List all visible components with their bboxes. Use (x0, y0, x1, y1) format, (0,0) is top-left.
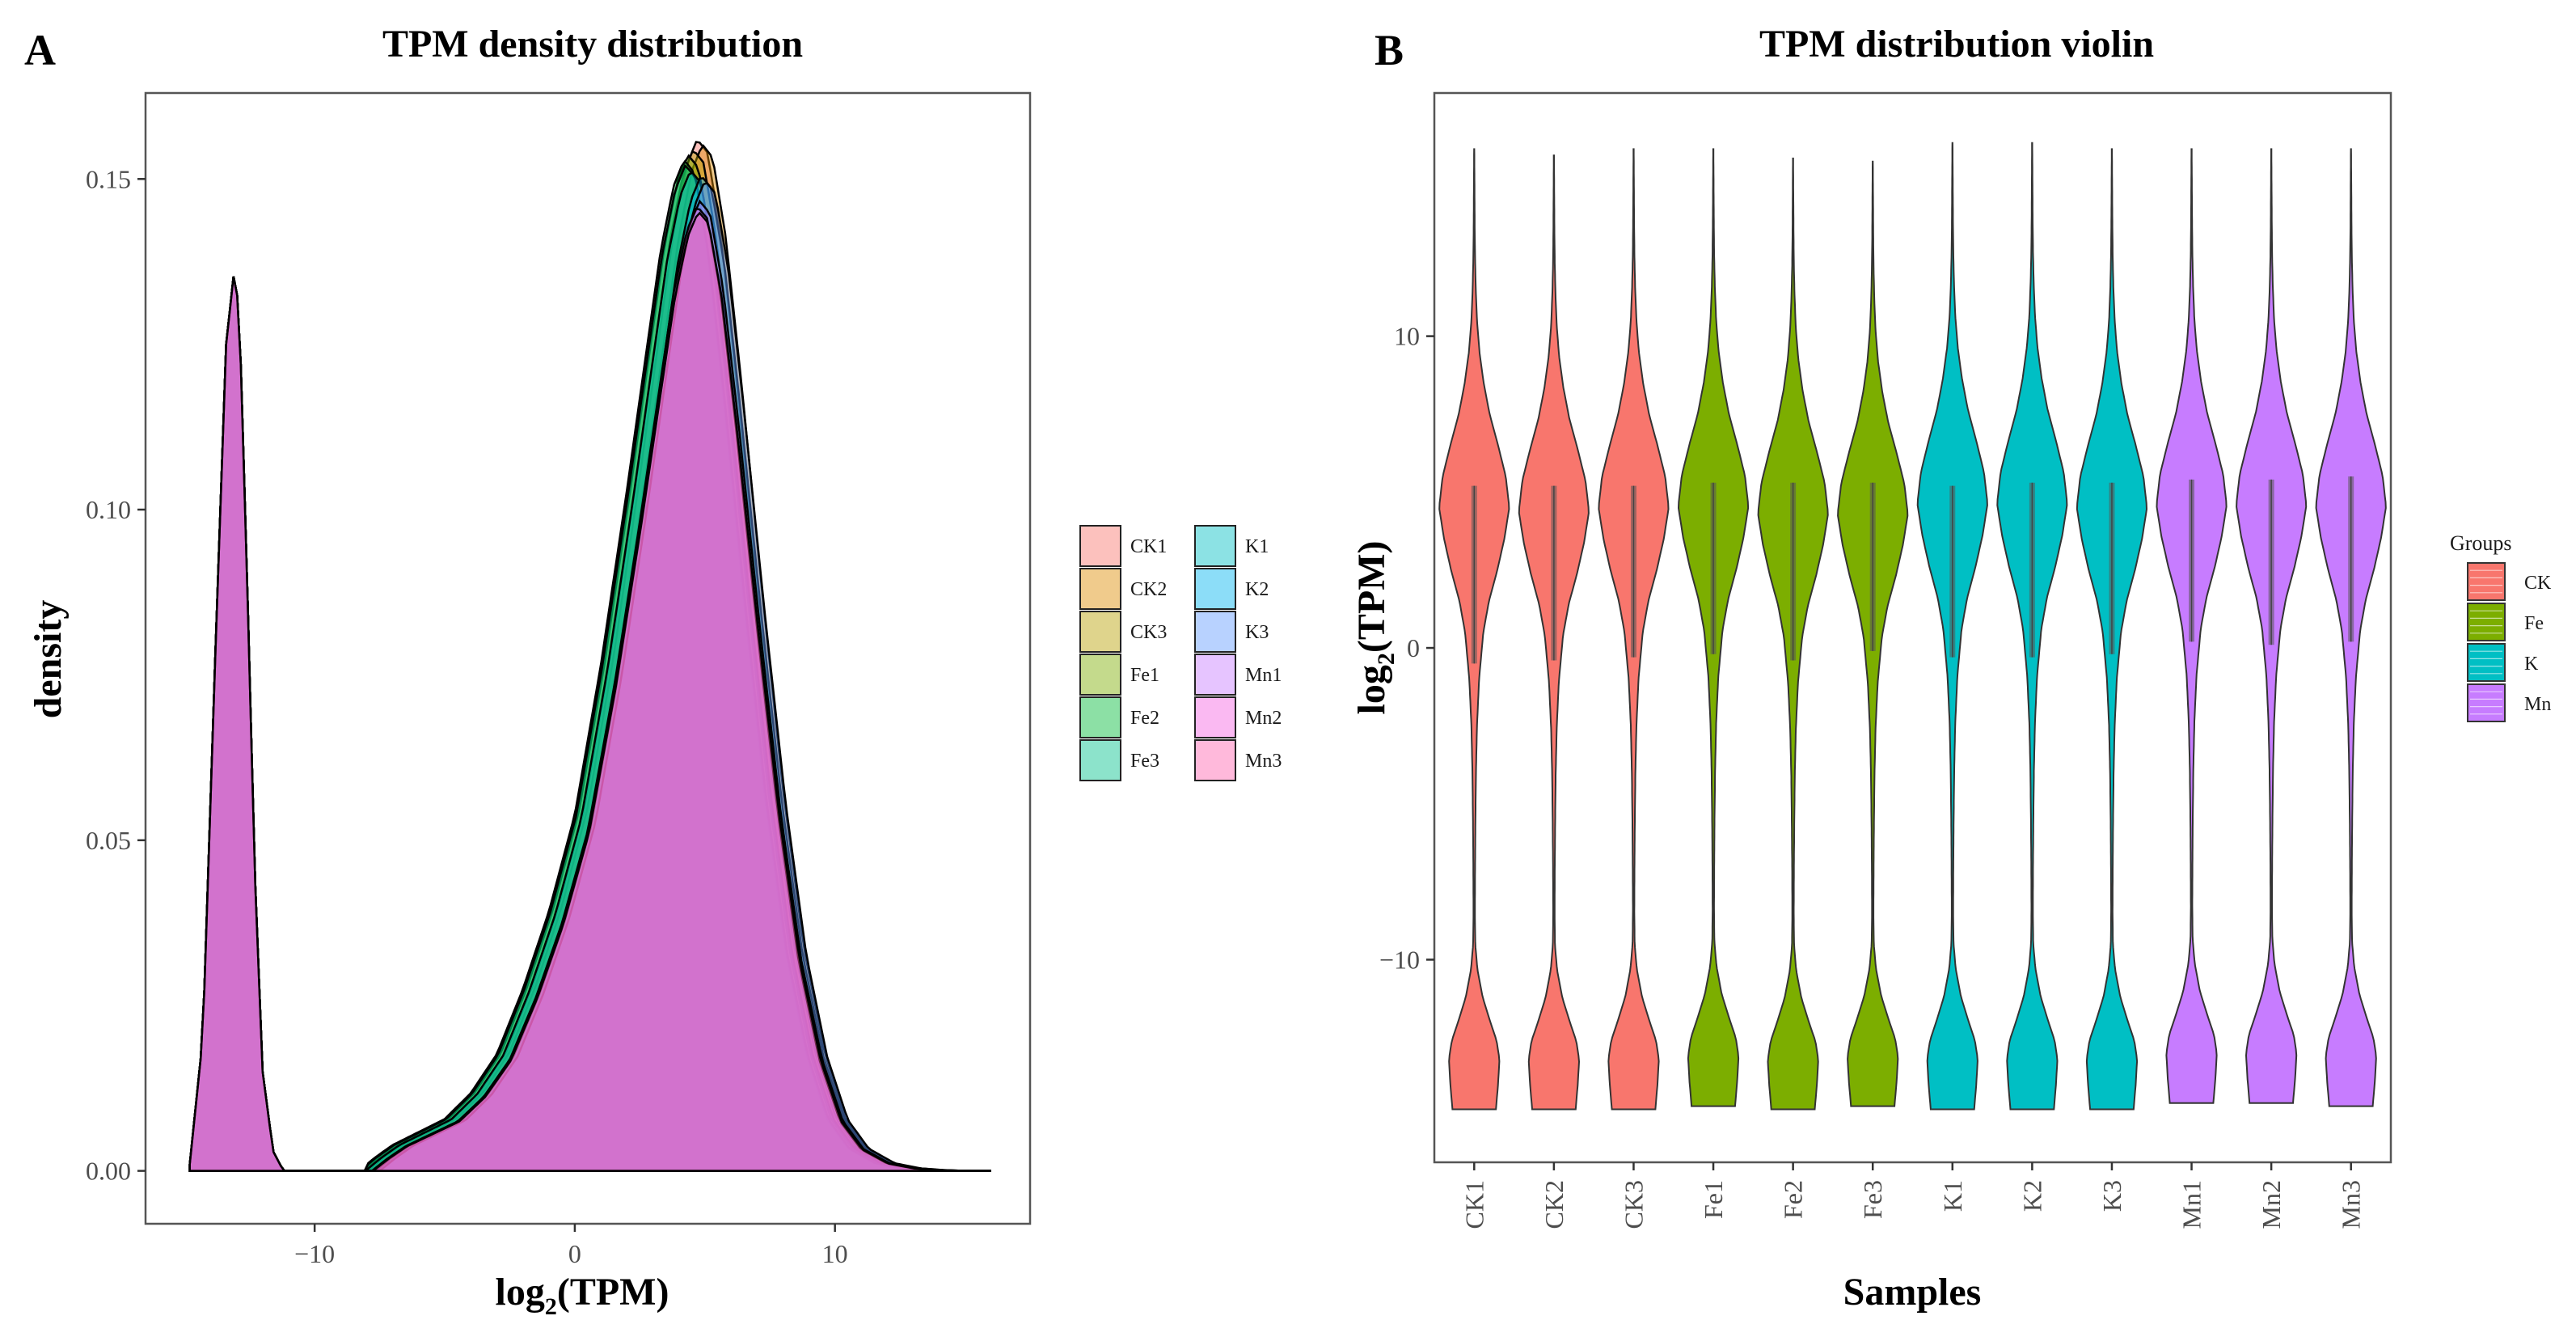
panel-a-legend-label: K2 (1245, 579, 1269, 600)
panel-a-x-axis: −10 0 10 (294, 1224, 848, 1268)
panel-b-x-tick-label: CK3 (1619, 1180, 1648, 1229)
panel-b-legend: Groups CK Fe K Mn (2450, 531, 2552, 722)
panel-a-legend-label: CK3 (1130, 622, 1167, 643)
panel-b-x-tick-label: K1 (1938, 1180, 1967, 1212)
panel-b-legend-label: Mn (2524, 694, 2551, 715)
panel-a-legend-label: Fe2 (1130, 708, 1159, 729)
panel-b-letter: B (1375, 26, 1404, 74)
panel-b-legend-key-k (2467, 643, 2506, 682)
panel-a-y-tick-label: 0.05 (86, 826, 131, 855)
panel-a-legend-key-k1 (1194, 525, 1236, 567)
panel-b-x-tick-label: Mn1 (2177, 1180, 2206, 1229)
panel-b-legend-title: Groups (2450, 531, 2512, 555)
panel-a-x-tick-label: 0 (568, 1239, 581, 1268)
panel-a-legend-label: Mn3 (1245, 751, 1282, 772)
density-curve-mn3 (188, 211, 991, 1172)
panel-b-legend-label: K (2524, 654, 2539, 675)
panel-a-legend-key-fe1 (1079, 654, 1121, 696)
panel-b-plot-area (1433, 91, 2392, 1164)
panel-a-y-tick-label: 0.00 (86, 1157, 131, 1186)
panel-a-legend-label: CK2 (1130, 579, 1167, 600)
panel-a-y-axis: 0.00 0.05 0.10 0.15 (86, 164, 146, 1186)
panel-a-plot-area (144, 91, 1032, 1225)
panel-b-legend-label: CK (2524, 573, 2552, 594)
panel-b-y-tick-label: 10 (1394, 322, 1420, 351)
panel-a: A TPM density distribution −10 0 10 0.000.… (24, 23, 1282, 1320)
panel-b-legend-key-fe (2467, 603, 2506, 641)
panel-b-x-tick-label: Mn3 (2337, 1180, 2366, 1229)
panel-a-legend-key-ck1 (1079, 525, 1121, 567)
panel-a-x-axis-label: log2(TPM) (496, 1271, 669, 1320)
panel-a-legend: CK1 CK2 CK3 Fe1 Fe2 Fe3 K1 K2 K3 Mn1 Mn2 Mn3 (1079, 525, 1282, 781)
panel-b-x-tick-label: K2 (2017, 1180, 2046, 1212)
panel-a-legend-label: K3 (1245, 622, 1269, 643)
panel-a-legend-label: CK1 (1130, 536, 1167, 557)
panel-a-y-tick-label: 0.10 (86, 495, 131, 524)
panel-a-legend-key-k3 (1194, 611, 1236, 653)
panel-b-x-tick-label: Fe1 (1699, 1180, 1728, 1219)
panel-a-legend-key-mn2 (1194, 696, 1236, 738)
panel-b-legend-key-mn (2467, 683, 2506, 722)
panel-a-legend-label: Mn1 (1245, 665, 1282, 686)
panel-a-legend-key-fe3 (1079, 739, 1121, 781)
panel-b-title: TPM distribution violin (1759, 23, 2154, 66)
panel-a-title: TPM density distribution (382, 23, 803, 66)
panel-b-violins (1438, 142, 2387, 1111)
panel-a-density-curves (188, 141, 991, 1172)
panel-b-x-tick-label: Fe2 (1779, 1180, 1808, 1219)
panel-b-y-axis: −10 0 10 (1379, 322, 1434, 974)
panel-a-y-tick-label: 0.15 (86, 164, 131, 193)
panel-a-legend-key-mn1 (1194, 654, 1236, 696)
panel-b-legend-key-ck (2467, 562, 2506, 601)
panel-a-x-tick-label: 10 (822, 1239, 848, 1268)
panel-a-letter: A (24, 26, 56, 74)
panel-b-x-axis: CK1 CK2 CK3 Fe1 Fe2 Fe3 K1 K2 K3 Mn1 Mn2 Mn3 (1459, 1162, 2366, 1229)
panel-a-legend-label: Fe3 (1130, 751, 1159, 772)
panel-a-legend-label: Mn2 (1245, 708, 1282, 729)
panel-a-legend-key-ck3 (1079, 611, 1121, 653)
panel-b: B TPM distribution violin CK1 CK2 CK3 Fe1 Fe… (1350, 23, 2552, 1314)
panel-b-y-tick-label: 0 (1407, 633, 1420, 662)
panel-b-x-axis-label: Samples (1843, 1271, 1982, 1314)
panel-b-x-tick-label: CK2 (1539, 1180, 1569, 1229)
panel-b-x-tick-label: K3 (2097, 1180, 2126, 1212)
panel-b-x-tick-label: CK1 (1459, 1180, 1489, 1229)
panel-b-x-tick-label: Mn2 (2257, 1180, 2286, 1229)
panel-a-legend-key-k2 (1194, 568, 1236, 610)
panel-a-legend-key-mn3 (1194, 739, 1236, 781)
panel-a-x-tick-label: −10 (294, 1239, 335, 1268)
panel-a-y-axis-label: density (27, 600, 70, 719)
panel-b-legend-label: Fe (2524, 613, 2544, 634)
panel-a-legend-key-ck2 (1079, 568, 1121, 610)
panel-a-legend-label: Fe1 (1130, 665, 1159, 686)
panel-a-legend-key-fe2 (1079, 696, 1121, 738)
panel-b-x-tick-label: Fe3 (1858, 1180, 1887, 1219)
panel-b-y-axis-label: log2(TPM) (1350, 541, 1400, 715)
panel-a-legend-label: K1 (1245, 536, 1269, 557)
panel-b-y-tick-label: −10 (1379, 945, 1420, 974)
